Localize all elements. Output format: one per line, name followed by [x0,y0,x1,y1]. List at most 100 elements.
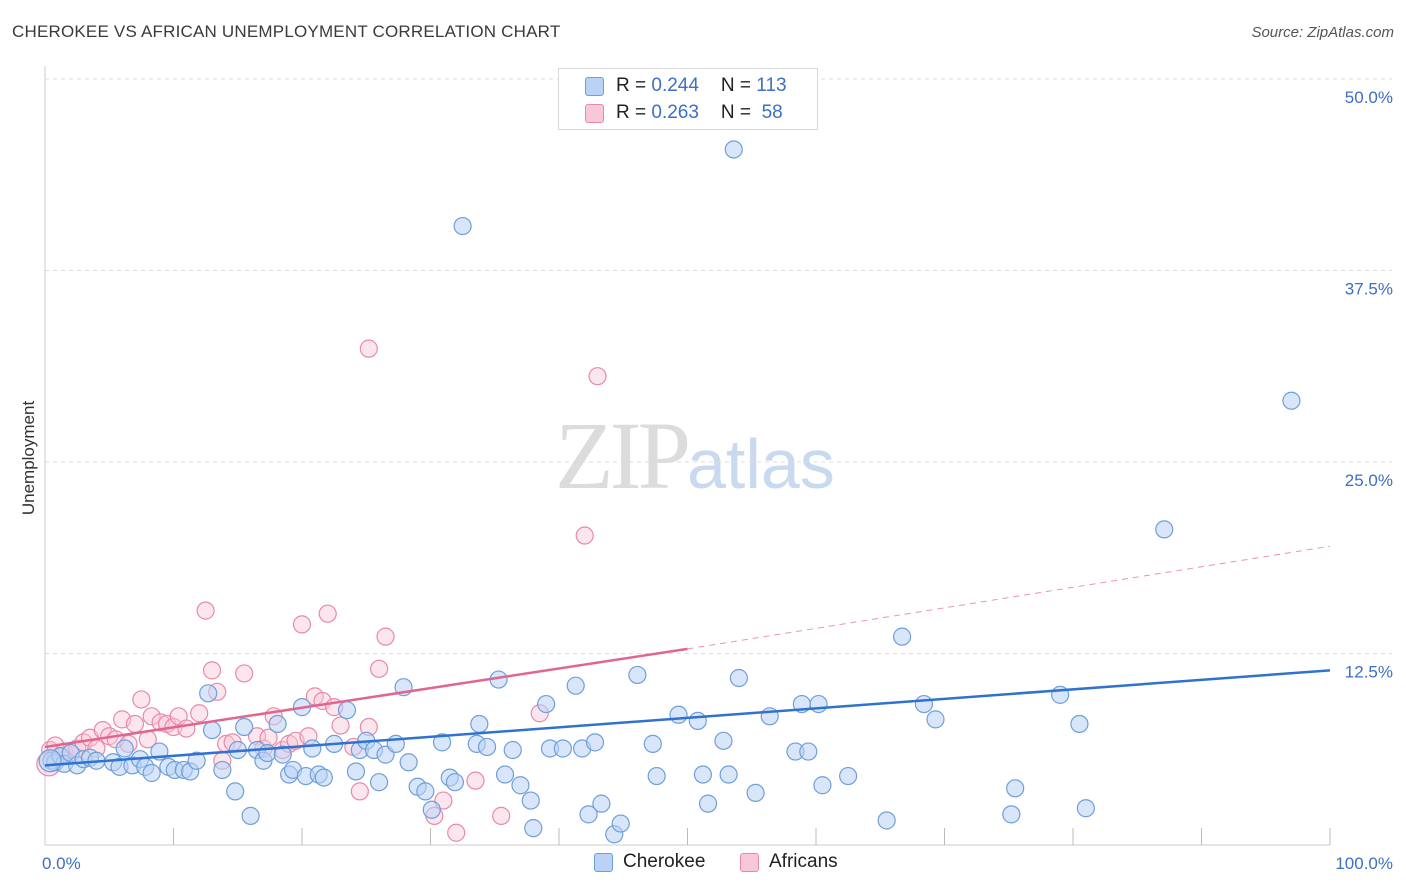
point-cherokee [235,717,254,737]
point-africans [196,601,215,620]
x-tick-label: 0.0% [42,854,81,873]
point-cherokee [877,811,896,830]
point-cherokee [724,140,743,159]
point-cherokee [142,763,161,783]
point-africans [588,367,607,386]
point-cherokee [1076,799,1095,818]
point-cherokee [503,740,522,760]
point-cherokee [314,768,333,787]
point-cherokee [566,676,585,695]
point-cherokee [226,782,245,801]
point-africans [190,704,209,723]
legend-n-value: 113 [756,75,787,96]
point-africans [359,339,378,358]
point-africans [202,661,222,680]
point-cherokee [213,760,232,780]
point-cherokee [258,743,277,763]
point-cherokee [926,710,945,729]
legend-swatch-cherokee [585,76,604,96]
point-cherokee [592,794,611,813]
point-africans [492,806,511,825]
point-cherokee [370,773,389,792]
point-cherokee [470,714,489,734]
point-africans [292,615,312,634]
watermark-atlas: atlas [687,425,835,503]
source-label: Source: ZipAtlas.com [1251,24,1394,41]
point-cherokee [524,819,543,838]
axes [44,66,1331,846]
point-cherokee [669,705,688,724]
point-africans [466,771,485,790]
point-cherokee [688,711,707,731]
point-africans [142,707,161,726]
point-africans [132,690,151,709]
point-cherokee [1002,805,1021,824]
point-cherokee [643,734,662,753]
legend-row-africans: R = 0.263 N = 58 [585,101,783,125]
legend-r-value: 0.263 [651,102,699,123]
legend-r-value: 0.244 [651,75,699,96]
point-cherokee [38,749,62,773]
trend-line-africans-extrapolated [687,545,1331,650]
bottom-legend-label-africans: Africans [769,851,838,872]
point-cherokee [453,216,472,236]
point-cherokee [579,805,598,824]
point-cherokee [729,668,749,688]
grid-lines [45,78,1392,654]
point-cherokee [346,762,366,781]
point-africans [350,782,369,801]
point-cherokee [719,765,738,784]
point-cherokee [422,800,441,819]
point-cherokee [115,739,134,758]
point-cherokee [585,733,605,752]
point-cherokee [1006,779,1025,798]
point-cherokee [337,701,357,720]
axis-labels: 12.5% 25.0% 37.5% 50.0% 0.0% 100.0% Unemployme… [19,88,1393,873]
point-cherokee [416,782,435,801]
point-cherokee [698,794,718,813]
point-cherokee [521,791,540,810]
point-cherokee [199,684,218,703]
legend-r-label: R = [616,102,652,123]
point-africans [331,716,350,735]
point-cherokee [813,776,832,795]
point-africans [575,526,594,545]
correlation-legend: R = 0.244 N = 113 R = 0.263 N = 58 [558,68,818,130]
legend-n-label: N = [720,75,757,96]
point-cherokee [553,739,572,758]
point-cherokee [799,742,818,761]
point-cherokee [1282,391,1301,410]
trend-lines [44,545,1331,767]
point-cherokee [432,733,452,752]
point-cherokee [647,766,666,786]
point-cherokee [273,745,292,764]
bottom-legend-cherokee: Cherokee [594,851,705,873]
point-cherokee [1070,714,1089,734]
point-cherokee [241,806,260,825]
watermark: ZIPatlas [555,400,835,511]
point-africans [235,664,254,683]
trend-line-africans [44,647,688,749]
point-cherokee [628,665,647,685]
point-africans [318,604,337,623]
bottom-legend-swatch-africans [740,852,759,872]
point-cherokee [537,694,556,714]
point-cherokee [399,753,418,772]
watermark-zip: ZIP [555,402,691,509]
point-cherokee [1155,520,1174,539]
point-cherokee [839,766,858,786]
legend-r-label: R = [616,75,652,96]
x-tick-label: 100.0% [1335,854,1393,873]
point-cherokee [892,627,912,646]
y-axis-label: Unemployment [19,401,38,516]
point-africans [177,719,196,738]
legend-row-cherokee: R = 0.244 N = 113 [585,74,787,98]
y-tick-label: 12.5% [1345,663,1393,682]
legend-n-label: N = [720,102,757,123]
chart-title: CHEROKEE VS AFRICAN UNEMPLOYMENT CORRELA… [12,22,561,41]
point-cherokee [714,731,733,750]
bottom-legend-africans: Africans [740,851,838,873]
y-tick-label: 50.0% [1345,88,1393,107]
legend-n-value: 58 [756,102,783,123]
